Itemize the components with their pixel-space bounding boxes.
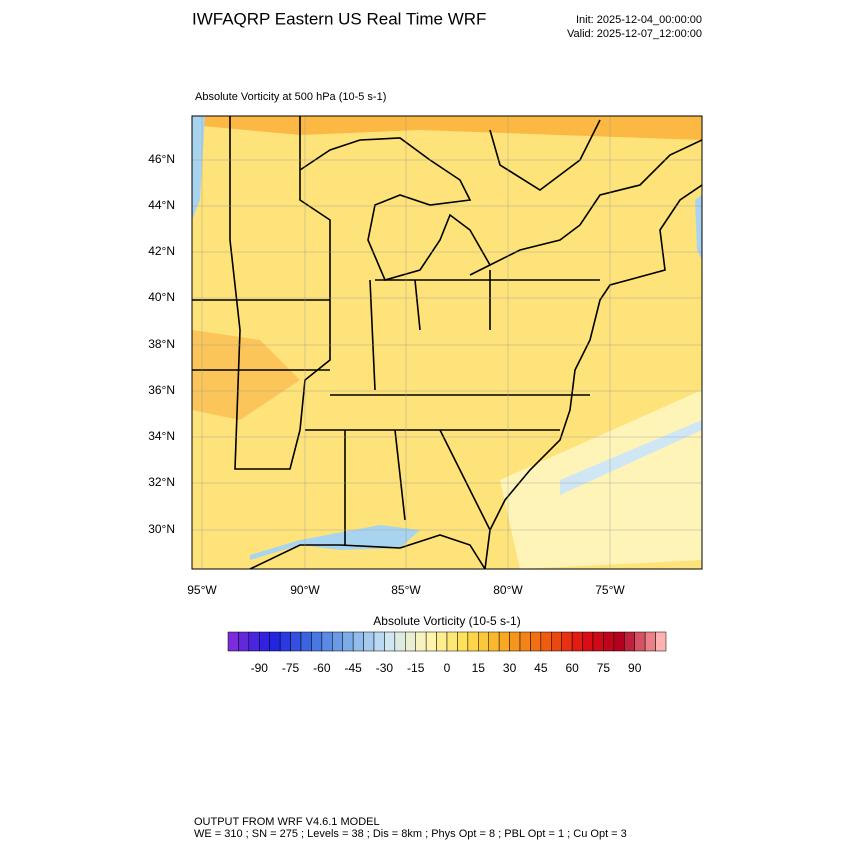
map-frame [191,115,703,570]
lat-label: 44°N [148,198,175,212]
map-subtitle: Absolute Vorticity at 500 hPa (10-5 s-1) [195,91,386,103]
lon-label: 80°W [493,583,523,597]
lon-label: 95°W [187,583,217,597]
colorbar-swatch [530,631,542,652]
colorbar-tick-label: -60 [313,661,331,675]
colorbar-tick-label: -15 [407,661,425,675]
colorbar-swatch [269,631,281,652]
colorbar-swatch [634,631,646,652]
footer-line: WE = 310 ; SN = 275 ; Levels = 38 ; Dis … [194,828,627,840]
colorbar-swatch [279,631,291,652]
colorbar-swatch [467,631,479,652]
title: IWFAQRP Eastern US Real Time WRF [192,9,486,28]
field-negative [560,420,702,495]
colorbar-tick-label: -75 [282,661,300,675]
colorbar-swatch [644,631,656,652]
lon-label: 90°W [290,583,320,597]
lat-label: 36°N [148,383,175,397]
field-high [192,116,702,140]
colorbar-tick-label: 45 [534,661,548,675]
colorbar-swatch [457,631,469,652]
colorbar: -90 -75 -60 -45 -30 -15 0 15 30 45 60 75 90 [227,631,667,675]
colorbar-swatch [352,631,364,652]
valid-time: Valid: 2025-12-07_12:00:00 [567,28,702,40]
graticule [192,116,702,569]
map [191,115,703,570]
colorbar-swatch [571,631,583,652]
colorbar-swatch [488,631,500,652]
colorbar-swatch [509,631,521,652]
colorbar-swatch [561,631,573,652]
init-time: Init: 2025-12-04_00:00:00 [576,14,702,26]
lat-label: 42°N [148,244,175,258]
colorbar-title: Absolute Vorticity (10-5 s-1) [373,614,520,628]
colorbar-swatch [425,631,437,652]
lat-label: 34°N [148,429,175,443]
colorbar-tick-label: 0 [444,661,451,675]
lat-label: 30°N [148,522,175,536]
colorbar-tick-label: 75 [597,661,611,675]
colorbar-swatch [384,631,396,652]
field-low [500,390,702,569]
colorbar-swatch [436,631,448,652]
lon-label: 85°W [391,583,421,597]
colorbar-tick-label: 60 [565,661,579,675]
colorbar-swatch [342,631,354,652]
lat-label: 38°N [148,337,175,351]
colorbar-tick-label: 30 [503,661,517,675]
colorbar-swatch [290,631,302,652]
field-negative [250,525,420,560]
colorbar-swatch [227,631,239,652]
boundaries [192,116,702,569]
colorbar-tick-label: -90 [251,661,269,675]
colorbar-swatch [582,631,594,652]
colorbar-swatch [311,631,323,652]
field-high [192,330,300,420]
colorbar-swatch [478,631,489,652]
colorbar-swatch [603,631,615,652]
colorbar-swatch [624,631,635,652]
colorbar-tick-label: 15 [472,661,486,675]
lat-label: 32°N [148,475,175,489]
colorbar-swatch [592,631,604,652]
lon-label: 75°W [595,583,625,597]
lat-label: 46°N [148,152,175,166]
colorbar-swatch [332,631,343,652]
colorbar-swatch [613,631,625,652]
colorbar-tick-label: -45 [344,661,362,675]
colorbar-swatch [551,631,562,652]
colorbar-swatch [363,631,375,652]
lat-labels: 46°N 44°N 42°N 40°N 38°N 36°N 34°N 32°N … [148,152,175,536]
colorbar-swatch [248,631,260,652]
colorbar-swatch [655,631,667,652]
colorbar-swatch [519,631,531,652]
footer-line: OUTPUT FROM WRF V4.6.1 MODEL [194,816,380,828]
colorbar-tick-label: -30 [376,661,394,675]
colorbar-tick-label: 90 [628,661,642,675]
colorbar-swatch [498,631,510,652]
colorbar-swatch [259,631,270,652]
colorbar-swatch [238,631,250,652]
colorbar-swatch [405,631,416,652]
field-negative [192,116,205,220]
field-negative [695,195,702,260]
colorbar-swatch [415,631,427,652]
colorbar-swatch [373,631,385,652]
colorbar-swatch [446,631,458,652]
lon-labels: 95°W 90°W 85°W 80°W 75°W [187,583,625,597]
colorbar-swatch [394,631,406,652]
colorbar-swatch [300,631,312,652]
lat-label: 40°N [148,290,175,304]
colorbar-swatch [540,631,552,652]
colorbar-swatch [321,631,333,652]
